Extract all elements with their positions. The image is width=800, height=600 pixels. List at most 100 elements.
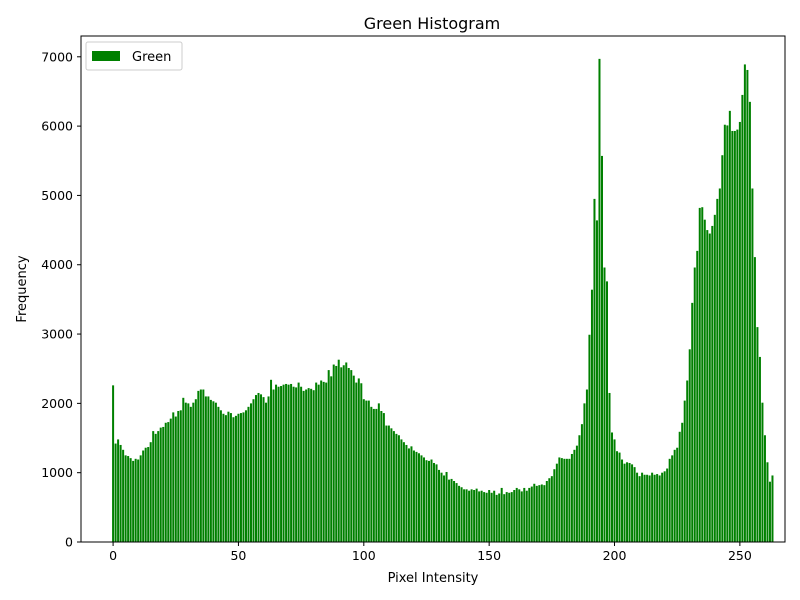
histogram-bar	[325, 382, 328, 542]
histogram-bar	[545, 481, 548, 542]
histogram-bar	[212, 401, 215, 542]
histogram-bar	[718, 188, 721, 543]
histogram-bar	[405, 444, 408, 542]
histogram-bar	[377, 403, 380, 542]
histogram-bar	[573, 449, 576, 542]
histogram-bar	[169, 418, 172, 542]
histogram-bar	[716, 198, 719, 542]
histogram-bar	[337, 359, 340, 542]
histogram-bar	[295, 387, 298, 542]
histogram-bar	[357, 378, 360, 542]
histogram-bar	[222, 413, 225, 542]
histogram-bar	[736, 129, 739, 542]
histogram-bar	[763, 435, 766, 542]
histogram-bar	[508, 492, 511, 542]
histogram-bar	[470, 489, 473, 542]
histogram-bar	[280, 386, 283, 542]
y-tick-label: 6000	[41, 119, 73, 134]
histogram-bar	[638, 476, 641, 542]
histogram-bar	[265, 402, 268, 542]
histogram-bar	[194, 399, 197, 542]
histogram-bar	[658, 475, 661, 542]
histogram-bar	[633, 467, 636, 542]
histogram-bar	[743, 64, 746, 543]
legend: Green	[85, 41, 183, 71]
histogram-bar	[440, 472, 443, 542]
histogram-bar	[565, 458, 568, 542]
y-tick-label: 2000	[41, 396, 73, 411]
bars-group	[112, 58, 774, 543]
histogram-bar	[713, 214, 716, 542]
histogram-bar	[147, 447, 150, 542]
histogram-bar	[503, 494, 506, 542]
histogram-bar	[254, 395, 257, 542]
histogram-bar	[435, 464, 438, 542]
histogram-bar	[300, 386, 303, 542]
histogram-bar	[407, 448, 410, 542]
histogram-bar	[367, 400, 370, 542]
histogram-bar	[290, 383, 293, 542]
histogram-bar	[653, 474, 656, 542]
histogram-bar	[580, 424, 583, 542]
histogram-bar	[656, 474, 659, 542]
histogram-bar	[415, 451, 418, 542]
histogram-bar	[112, 385, 115, 542]
histogram-bar	[117, 439, 120, 542]
histogram-bar	[623, 463, 626, 542]
histogram-bar	[412, 450, 415, 542]
histogram-bar	[513, 490, 516, 542]
x-tick-label: 0	[109, 548, 117, 563]
histogram-bar	[197, 390, 200, 542]
histogram-bar	[693, 267, 696, 542]
y-axis-label: Frequency	[15, 255, 30, 322]
histogram-bar	[137, 459, 140, 542]
histogram-bar	[360, 383, 363, 542]
histogram-bar	[450, 478, 453, 542]
histogram-bar	[387, 425, 390, 542]
histogram-bar	[327, 370, 330, 542]
histogram-bar	[595, 220, 598, 542]
histogram-bar	[287, 384, 290, 542]
histogram-bar	[663, 471, 666, 542]
histogram-bar	[149, 442, 152, 542]
chart-title: Green Histogram	[364, 14, 501, 33]
histogram-bar	[543, 485, 546, 542]
histogram-bar	[179, 410, 182, 542]
histogram-bar	[247, 406, 250, 542]
x-tick-label: 250	[728, 548, 752, 563]
histogram-bar	[347, 368, 350, 542]
histogram-bar	[558, 457, 561, 542]
histogram-bar	[548, 478, 551, 542]
histogram-bar	[676, 447, 679, 542]
histogram-bar	[671, 455, 674, 542]
histogram-bar	[209, 399, 212, 542]
histogram-bar	[164, 422, 167, 542]
histogram-bar	[493, 490, 496, 542]
histogram-bar	[267, 396, 270, 542]
histogram-bar	[608, 392, 611, 542]
histogram-bar	[417, 453, 420, 542]
histogram-bar	[292, 386, 295, 542]
histogram-bar	[758, 356, 761, 542]
histogram-bar	[473, 490, 476, 542]
histogram-bar	[453, 481, 456, 542]
histogram-bar	[666, 468, 669, 542]
y-tick-label: 0	[65, 535, 73, 550]
histogram-bar	[458, 485, 461, 542]
histogram-bar	[575, 445, 578, 542]
x-axis: 0 50 100 150 200 250	[109, 542, 752, 563]
histogram-bar	[661, 472, 664, 542]
histogram-bar	[703, 219, 706, 542]
histogram-bar	[480, 490, 483, 542]
histogram-bar	[748, 101, 751, 542]
histogram-bar	[380, 410, 383, 542]
histogram-bar	[500, 487, 503, 542]
histogram-bar	[721, 155, 724, 542]
histogram-bar	[463, 489, 466, 542]
histogram-bar	[157, 431, 160, 542]
histogram-bar	[370, 406, 373, 542]
histogram-bar	[753, 257, 756, 542]
histogram-bar	[691, 302, 694, 542]
histogram-bar	[478, 491, 481, 542]
histogram-bar	[678, 431, 681, 542]
